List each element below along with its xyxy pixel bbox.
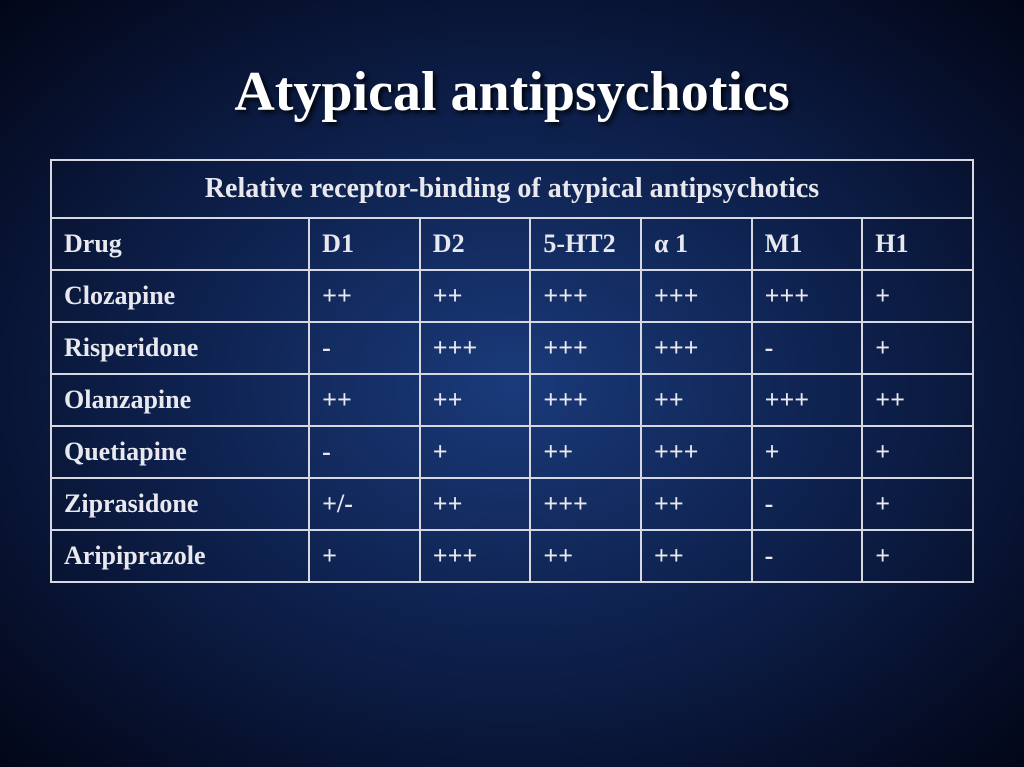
cell-value: ++ bbox=[530, 426, 641, 478]
table-row: Olanzapine ++ ++ +++ ++ +++ ++ bbox=[51, 374, 973, 426]
cell-value: + bbox=[862, 478, 973, 530]
col-header-h1: H1 bbox=[862, 218, 973, 270]
cell-drug: Risperidone bbox=[51, 322, 309, 374]
table-subtitle: Relative receptor-binding of atypical an… bbox=[51, 160, 973, 218]
table-row: Risperidone - +++ +++ +++ - + bbox=[51, 322, 973, 374]
cell-value: - bbox=[752, 478, 863, 530]
cell-value: + bbox=[862, 270, 973, 322]
cell-value: ++ bbox=[862, 374, 973, 426]
table-header-row: Drug D1 D2 5-HT2 α 1 M1 H1 bbox=[51, 218, 973, 270]
cell-value: +++ bbox=[641, 322, 752, 374]
table-row: Clozapine ++ ++ +++ +++ +++ + bbox=[51, 270, 973, 322]
col-header-alpha1: α 1 bbox=[641, 218, 752, 270]
table-subtitle-row: Relative receptor-binding of atypical an… bbox=[51, 160, 973, 218]
cell-value: +++ bbox=[420, 322, 531, 374]
cell-value: ++ bbox=[420, 270, 531, 322]
slide-title: Atypical antipsychotics bbox=[50, 60, 974, 124]
cell-value: - bbox=[752, 322, 863, 374]
cell-value: + bbox=[862, 426, 973, 478]
cell-value: +++ bbox=[420, 530, 531, 582]
col-header-d1: D1 bbox=[309, 218, 420, 270]
cell-value: + bbox=[752, 426, 863, 478]
table-row: Quetiapine - + ++ +++ + + bbox=[51, 426, 973, 478]
cell-value: - bbox=[309, 426, 420, 478]
cell-value: +++ bbox=[530, 374, 641, 426]
cell-value: + bbox=[309, 530, 420, 582]
cell-value: +++ bbox=[752, 270, 863, 322]
col-header-5ht2: 5-HT2 bbox=[530, 218, 641, 270]
cell-drug: Quetiapine bbox=[51, 426, 309, 478]
cell-value: - bbox=[309, 322, 420, 374]
col-header-drug: Drug bbox=[51, 218, 309, 270]
cell-value: + bbox=[420, 426, 531, 478]
table-row: Aripiprazole + +++ ++ ++ - + bbox=[51, 530, 973, 582]
cell-drug: Aripiprazole bbox=[51, 530, 309, 582]
receptor-binding-table: Relative receptor-binding of atypical an… bbox=[50, 159, 974, 583]
cell-value: ++ bbox=[530, 530, 641, 582]
cell-value: ++ bbox=[641, 478, 752, 530]
cell-value: + bbox=[862, 322, 973, 374]
cell-value: +++ bbox=[530, 478, 641, 530]
cell-value: ++ bbox=[420, 374, 531, 426]
cell-value: ++ bbox=[641, 374, 752, 426]
col-header-m1: M1 bbox=[752, 218, 863, 270]
cell-value: +++ bbox=[641, 426, 752, 478]
cell-value: +/- bbox=[309, 478, 420, 530]
cell-value: ++ bbox=[641, 530, 752, 582]
cell-drug: Ziprasidone bbox=[51, 478, 309, 530]
cell-value: ++ bbox=[309, 374, 420, 426]
cell-value: ++ bbox=[420, 478, 531, 530]
cell-value: +++ bbox=[752, 374, 863, 426]
cell-value: + bbox=[862, 530, 973, 582]
cell-value: ++ bbox=[309, 270, 420, 322]
table-row: Ziprasidone +/- ++ +++ ++ - + bbox=[51, 478, 973, 530]
cell-drug: Clozapine bbox=[51, 270, 309, 322]
cell-value: +++ bbox=[530, 270, 641, 322]
col-header-d2: D2 bbox=[420, 218, 531, 270]
cell-value: +++ bbox=[641, 270, 752, 322]
cell-drug: Olanzapine bbox=[51, 374, 309, 426]
cell-value: - bbox=[752, 530, 863, 582]
cell-value: +++ bbox=[530, 322, 641, 374]
slide: Atypical antipsychotics Relative recepto… bbox=[0, 0, 1024, 767]
